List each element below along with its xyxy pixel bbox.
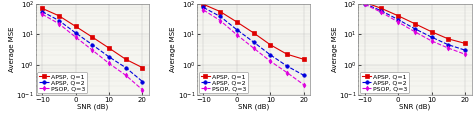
PSOP, Q=3 — [123, 75, 128, 76]
APSP, Q=1 — [139, 67, 145, 68]
APSP, Q=1 — [234, 21, 240, 23]
PSOP, Q=3 — [90, 49, 95, 51]
Line: PSOP, Q=3: PSOP, Q=3 — [202, 8, 305, 86]
APSP, Q=1 — [218, 11, 223, 12]
APSP, Q=1 — [73, 26, 79, 27]
APSP, Q=2 — [284, 65, 290, 67]
PSOP, Q=3 — [379, 12, 384, 13]
PSOP, Q=3 — [251, 47, 256, 49]
APSP, Q=1 — [395, 15, 401, 16]
APSP, Q=2 — [73, 32, 79, 34]
PSOP, Q=3 — [56, 23, 62, 24]
APSP, Q=2 — [267, 54, 273, 56]
APSP, Q=1 — [123, 59, 128, 60]
APSP, Q=1 — [379, 8, 384, 9]
APSP, Q=1 — [284, 53, 290, 55]
APSP, Q=1 — [251, 32, 256, 34]
APSP, Q=2 — [56, 20, 62, 21]
X-axis label: SNR (dB): SNR (dB) — [77, 104, 108, 110]
APSP, Q=2 — [301, 75, 307, 76]
APSP, Q=1 — [106, 47, 112, 49]
Y-axis label: Average MSE: Average MSE — [9, 27, 15, 72]
APSP, Q=1 — [446, 38, 451, 40]
PSOP, Q=3 — [395, 21, 401, 23]
APSP, Q=1 — [462, 43, 468, 44]
PSOP, Q=3 — [106, 63, 112, 64]
PSOP, Q=3 — [462, 53, 468, 55]
APSP, Q=2 — [395, 19, 401, 20]
Line: APSP, Q=2: APSP, Q=2 — [40, 10, 144, 83]
Y-axis label: Average MSE: Average MSE — [170, 27, 176, 72]
PSOP, Q=3 — [412, 31, 418, 32]
APSP, Q=2 — [428, 36, 434, 38]
APSP, Q=1 — [56, 15, 62, 16]
PSOP, Q=3 — [301, 84, 307, 85]
APSP, Q=2 — [39, 11, 45, 12]
Legend: APSP, Q=1, APSP, Q=2, PSOP, Q=3: APSP, Q=1, APSP, Q=2, PSOP, Q=3 — [199, 72, 248, 93]
X-axis label: SNR (dB): SNR (dB) — [238, 104, 269, 110]
Line: APSP, Q=1: APSP, Q=1 — [40, 7, 144, 69]
X-axis label: SNR (dB): SNR (dB) — [399, 104, 430, 110]
PSOP, Q=3 — [139, 89, 145, 91]
APSP, Q=1 — [301, 59, 307, 60]
PSOP, Q=3 — [201, 9, 206, 11]
APSP, Q=2 — [139, 81, 145, 82]
PSOP, Q=3 — [284, 72, 290, 73]
APSP, Q=1 — [39, 8, 45, 9]
Line: APSP, Q=1: APSP, Q=1 — [202, 3, 305, 61]
APSP, Q=1 — [267, 44, 273, 46]
APSP, Q=1 — [428, 31, 434, 32]
APSP, Q=2 — [123, 67, 128, 68]
PSOP, Q=3 — [267, 61, 273, 62]
PSOP, Q=3 — [234, 34, 240, 36]
Y-axis label: Average MSE: Average MSE — [332, 27, 337, 72]
APSP, Q=2 — [106, 56, 112, 58]
PSOP, Q=3 — [73, 36, 79, 38]
APSP, Q=2 — [362, 3, 368, 4]
APSP, Q=2 — [201, 7, 206, 8]
APSP, Q=2 — [218, 16, 223, 17]
PSOP, Q=3 — [39, 14, 45, 15]
Line: PSOP, Q=3: PSOP, Q=3 — [363, 3, 467, 56]
Line: APSP, Q=2: APSP, Q=2 — [202, 6, 305, 77]
APSP, Q=1 — [412, 23, 418, 24]
APSP, Q=2 — [251, 41, 256, 43]
Line: PSOP, Q=3: PSOP, Q=3 — [40, 12, 144, 92]
Legend: APSP, Q=1, APSP, Q=2, PSOP, Q=3: APSP, Q=1, APSP, Q=2, PSOP, Q=3 — [37, 72, 87, 93]
APSP, Q=2 — [234, 29, 240, 30]
PSOP, Q=3 — [446, 47, 451, 49]
APSP, Q=2 — [90, 44, 95, 46]
APSP, Q=2 — [412, 28, 418, 30]
PSOP, Q=3 — [218, 20, 223, 21]
Line: APSP, Q=2: APSP, Q=2 — [363, 2, 467, 52]
Legend: APSP, Q=1, APSP, Q=2, PSOP, Q=3: APSP, Q=1, APSP, Q=2, PSOP, Q=3 — [360, 72, 410, 93]
APSP, Q=1 — [362, 2, 368, 3]
APSP, Q=1 — [90, 36, 95, 38]
APSP, Q=2 — [446, 44, 451, 46]
APSP, Q=2 — [379, 10, 384, 12]
APSP, Q=2 — [462, 49, 468, 51]
PSOP, Q=3 — [428, 40, 434, 42]
Line: APSP, Q=1: APSP, Q=1 — [363, 1, 467, 45]
PSOP, Q=3 — [362, 4, 368, 5]
APSP, Q=1 — [201, 4, 206, 5]
